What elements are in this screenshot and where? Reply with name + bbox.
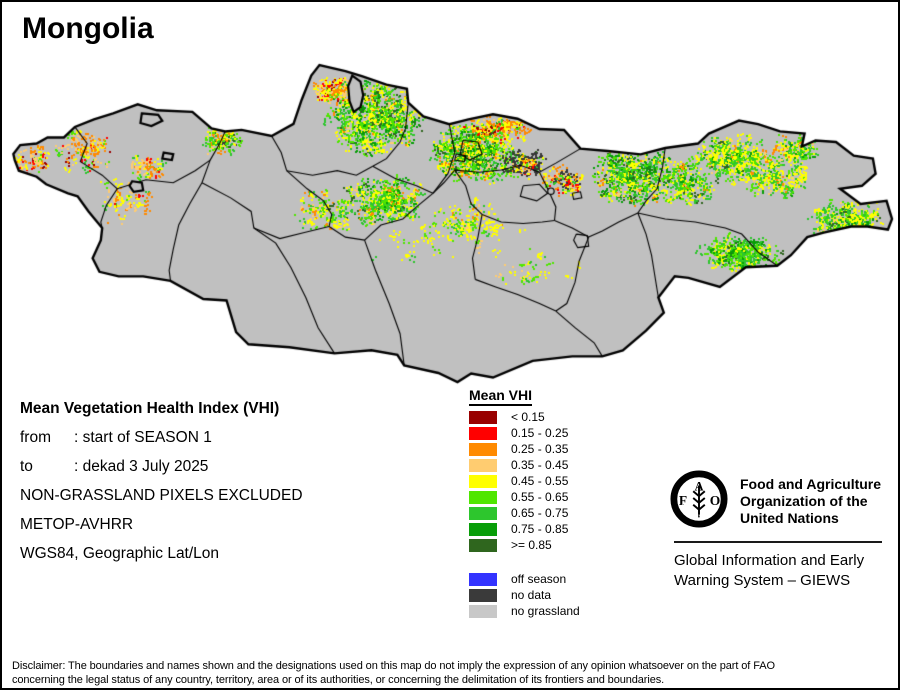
fao-org-name: Food and Agriculture Organization of the… [740,476,881,527]
legend-row: 0.15 - 0.25 [469,427,580,440]
giews-line: Global Information and Early [674,552,865,569]
legend-row: no grassland [469,605,580,618]
legend-label: no data [511,588,552,602]
legend-label: 0.65 - 0.75 [511,506,569,520]
legend-row: off season [469,573,580,586]
legend-swatch [469,443,497,456]
info-to-label: to [20,458,33,475]
fao-divider [674,541,882,543]
legend-swatch [469,459,497,472]
legend-extra-list: off season no data no grassland [469,573,580,618]
legend-swatch [469,475,497,488]
disclaimer: Disclaimer: The boundaries and names sho… [12,659,892,687]
fao-org-line: Organization of the [740,493,868,509]
info-row-from: from : start of SEASON 1 [20,423,303,452]
info-from-label: from [20,429,51,446]
legend-row: < 0.15 [469,411,580,424]
legend-row: 0.35 - 0.45 [469,459,580,472]
legend-swatch [469,427,497,440]
disclaimer-line: Disclaimer: The boundaries and names sho… [12,660,775,672]
fao-org-line: Food and Agriculture [740,476,882,492]
legend-label: no grassland [511,604,580,618]
disclaimer-line: concerning the legal status of any count… [12,674,665,686]
giews-title: Global Information and Early Warning Sys… [674,551,864,590]
legend-swatch [469,605,497,618]
fao-logo: A F O FIAT PANIS [670,470,728,528]
info-line-exclusion: NON-GRASSLAND PIXELS EXCLUDED [20,487,303,504]
fao-letter-f: F [679,493,687,508]
giews-line: Warning System – GIEWS [674,571,851,589]
legend-swatch [469,523,497,536]
legend-row: 0.45 - 0.55 [469,475,580,488]
legend-label: off season [511,572,567,586]
legend-label: 0.75 - 0.85 [511,522,569,536]
legend-row: 0.25 - 0.35 [469,443,580,456]
legend-swatch [469,589,497,602]
info-row-to: to : dekad 3 July 2025 [20,452,303,481]
legend-label: 0.35 - 0.45 [511,458,569,472]
legend-title: Mean VHI [469,387,533,406]
legend-label: 0.45 - 0.55 [511,474,569,488]
info-to-value: : dekad 3 July 2025 [74,458,209,475]
legend-swatch [469,491,497,504]
legend-row: >= 0.85 [469,539,580,552]
info-heading: Mean Vegetation Health Index (VHI) [20,400,280,417]
legend-swatch [469,411,497,424]
legend-swatch [469,573,497,586]
legend-row: 0.65 - 0.75 [469,507,580,520]
legend-swatch [469,507,497,520]
legend-swatch [469,539,497,552]
legend-label: < 0.15 [511,410,545,424]
legend-label: >= 0.85 [511,538,552,552]
vhi-legend: Mean VHI < 0.15 0.15 - 0.25 0.25 - 0.35 0.3… [469,387,580,621]
info-line-projection: WGS84, Geographic Lat/Lon [20,545,220,562]
fao-letter-a: A [694,479,703,493]
info-line-sensor: METOP-AVHRR [20,516,134,533]
legend-row: 0.75 - 0.85 [469,523,580,536]
wheat-ear-icon [692,485,706,518]
info-from-value: : start of SEASON 1 [74,429,212,446]
fao-letter-o: O [710,493,721,508]
fao-org-line: United Nations [740,510,839,526]
legend-label: 0.55 - 0.65 [511,490,569,504]
legend-row: no data [469,589,580,602]
legend-row: 0.55 - 0.65 [469,491,580,504]
legend-label: 0.15 - 0.25 [511,426,569,440]
page-title: Mongolia [22,12,154,45]
legend-label: 0.25 - 0.35 [511,442,569,456]
map-info-block: Mean Vegetation Health Index (VHI) from:… [20,394,303,568]
legend-class-list: < 0.15 0.15 - 0.25 0.25 - 0.35 0.35 - 0.45 0… [469,411,580,552]
